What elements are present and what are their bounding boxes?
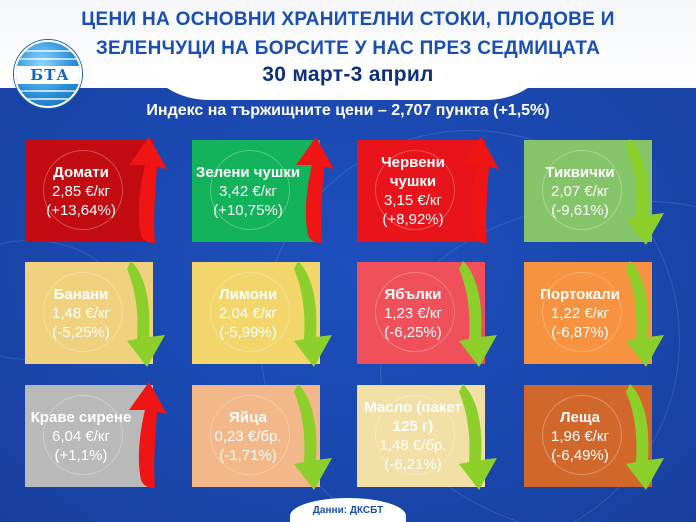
product-price: 1,48 €/бр. (379, 437, 447, 454)
title-line-1: ЦЕНИ НА ОСНОВНИ ХРАНИТЕЛНИ СТОКИ, ПЛОДОВ… (81, 9, 615, 30)
product-price: 3,42 €/кг (219, 182, 277, 200)
price-change: (-6,49%) (551, 446, 609, 464)
product-price: 0,23 €/бр. (214, 427, 282, 445)
arrow-down-icon (626, 261, 664, 367)
price-card: Червени чушки 3,15 €/кг (+8,92%) (357, 140, 485, 242)
product-illustration-icon (43, 272, 123, 352)
arrow-down-icon (626, 139, 664, 245)
arrow-up-icon (296, 137, 334, 243)
arrow-down-icon (294, 261, 332, 367)
price-change: (-1,71%) (219, 446, 277, 464)
price-change: (+1,1%) (54, 446, 108, 464)
product-name: Тиквички (545, 163, 615, 181)
product-price: 1,23 €/кг (384, 304, 442, 322)
product-name: Зелени чушки (195, 163, 301, 181)
data-source: Данни: ДКСБТ (290, 498, 406, 522)
product-name: Червени чушки (381, 154, 445, 190)
product-illustration-icon (210, 395, 290, 475)
product-price: 2,85 €/кг (52, 182, 110, 200)
price-change: (-5,99%) (219, 323, 277, 341)
product-name: Леща (559, 408, 601, 426)
product-illustration-icon (542, 150, 622, 230)
price-card: Краве сирене 6,04 €/кг (+1,1%) (25, 385, 153, 487)
logo-text: БТА (30, 66, 70, 84)
product-price: 1,48 €/кг (52, 304, 110, 322)
price-card: Зелени чушки 3,42 €/кг (+10,75%) (192, 140, 320, 242)
product-name: Масло (пакет 125 г) (364, 399, 462, 435)
price-change: (+13,64%) (46, 201, 116, 219)
price-change: (-5,25%) (52, 323, 110, 341)
product-price: 2,07 €/кг (551, 182, 609, 200)
product-illustration-icon (43, 150, 123, 230)
product-price: 6,04 €/кг (52, 427, 110, 445)
product-illustration-icon (375, 272, 455, 352)
price-change: (-9,61%) (551, 201, 609, 219)
product-price: 2,04 €/кг (219, 304, 277, 322)
product-price: 1,96 €/кг (551, 427, 609, 445)
product-illustration-icon (43, 395, 123, 475)
price-change: (+10,75%) (213, 201, 283, 219)
product-name: Домати (53, 163, 109, 181)
header-tab (150, 60, 545, 100)
arrow-up-icon (461, 137, 499, 243)
arrow-down-icon (294, 384, 332, 490)
price-change: (-6,87%) (551, 323, 609, 341)
product-name: Портокали (540, 285, 620, 303)
arrow-up-icon (129, 382, 167, 488)
market-index: Индекс на тържищните цени – 2,707 пункта… (146, 102, 550, 119)
price-card: Домати 2,85 €/кг (+13,64%) (25, 140, 153, 242)
arrow-down-icon (459, 384, 497, 490)
product-illustration-icon (375, 150, 455, 230)
product-price: 3,15 €/кг (384, 192, 442, 209)
product-illustration-icon (375, 395, 455, 475)
arrow-down-icon (459, 261, 497, 367)
product-name: Ябълки (384, 285, 442, 303)
product-name: Банани (53, 285, 109, 303)
arrow-up-icon (129, 137, 167, 243)
price-change: (+8,92%) (382, 211, 444, 228)
product-illustration-icon (210, 272, 290, 352)
product-name: Лимони (218, 285, 278, 303)
product-illustration-icon (542, 395, 622, 475)
bta-logo: БТА (14, 40, 82, 108)
product-illustration-icon (210, 150, 290, 230)
product-price: 1,22 €/кг (551, 304, 609, 322)
price-change: (-6,25%) (384, 323, 442, 341)
date-range: 30 март-3 април (262, 63, 434, 86)
product-name: Краве сирене (30, 408, 132, 426)
product-illustration-icon (542, 272, 622, 352)
arrow-down-icon (626, 384, 664, 490)
price-change: (-6,21%) (384, 456, 442, 473)
arrow-down-icon (127, 261, 165, 367)
product-name: Яйца (229, 408, 267, 426)
title-line-2: ЗЕЛЕНЧУЦИ НА БОРСИТЕ У НАС ПРЕЗ СЕДМИЦАТ… (95, 38, 601, 59)
